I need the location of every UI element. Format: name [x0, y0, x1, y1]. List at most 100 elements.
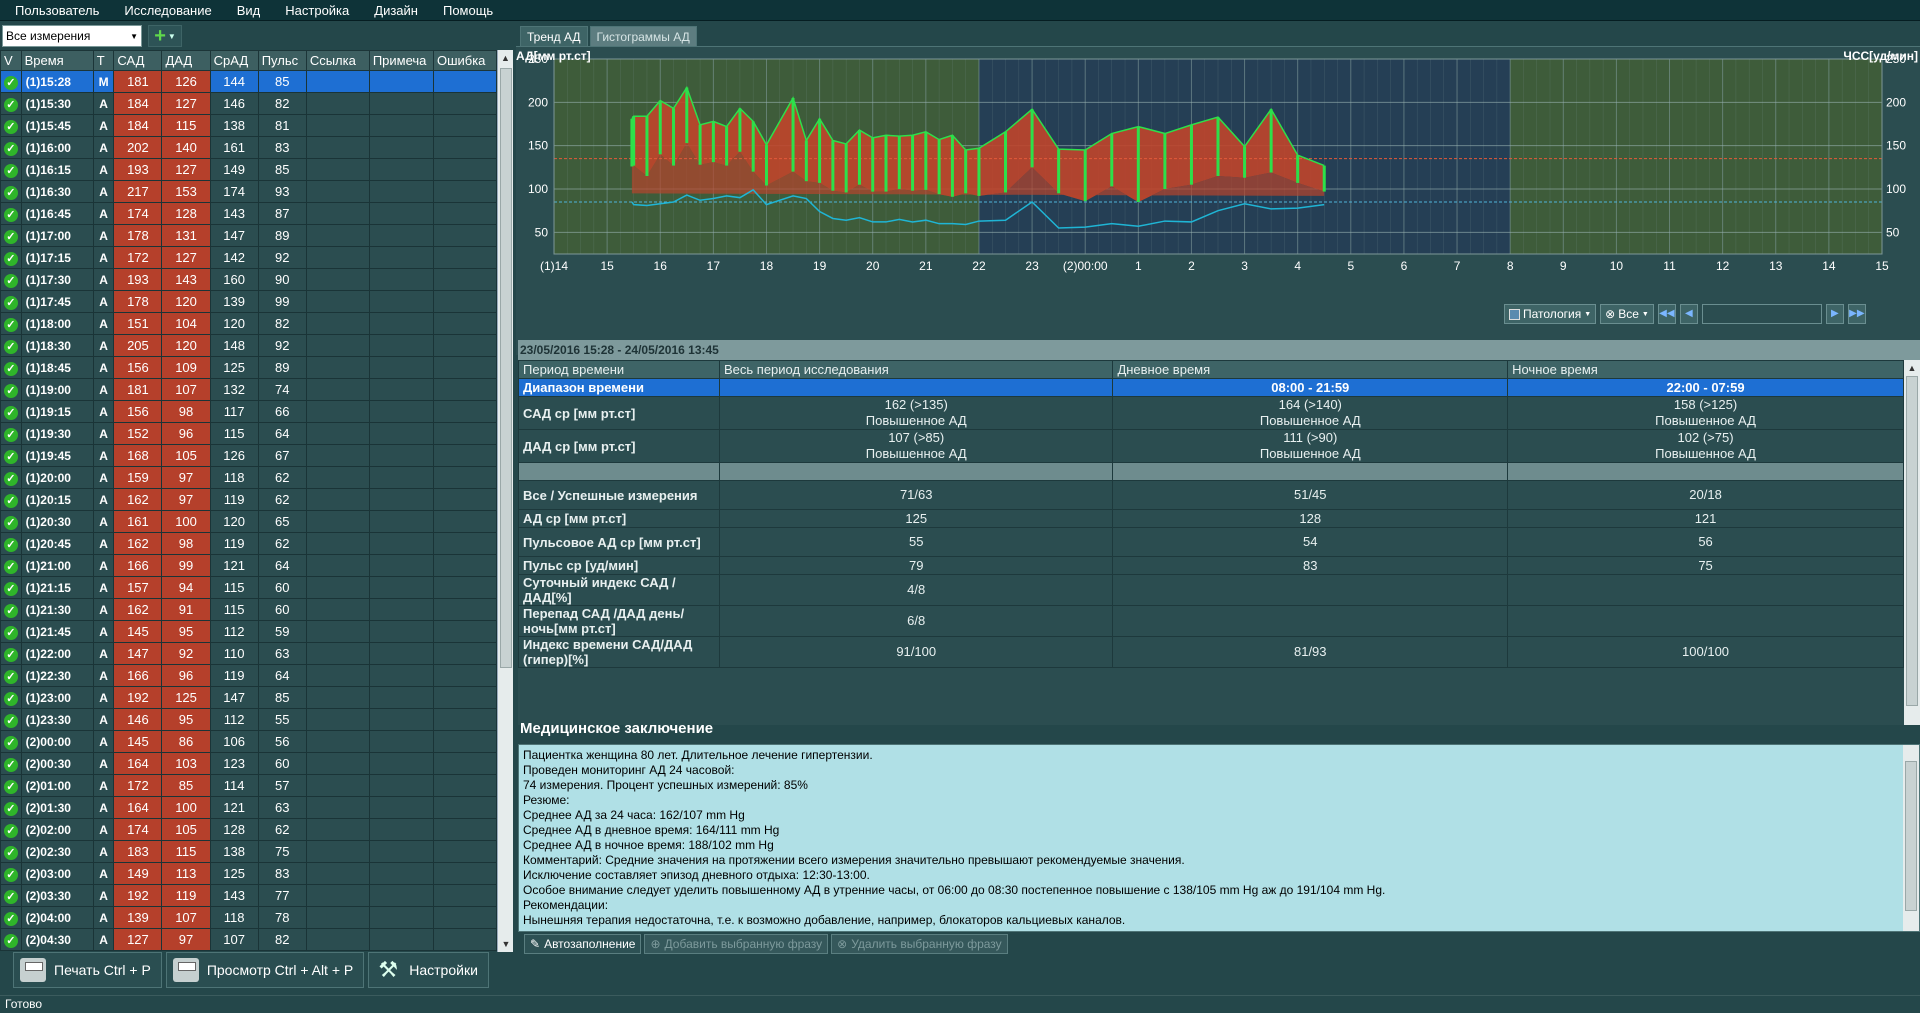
table-row[interactable]: ✓ (2)02:00 A 174 105 128 62 — [0, 818, 497, 841]
stat-row[interactable]: Пульс ср [уд/мин] 79 83 75 — [518, 556, 1904, 575]
stat-row[interactable]: Суточный индекс САД /ДАД[%] 4/8 — [518, 574, 1904, 606]
table-row[interactable]: ✓ (1)17:00 A 178 131 147 89 — [0, 224, 497, 247]
menu-item-1[interactable]: Исследование — [124, 2, 212, 18]
stat-row[interactable]: Перепад САД /ДАД день/ночь[мм рт.ст] 6/8 — [518, 605, 1904, 637]
table-row[interactable]: ✓ (1)17:45 A 178 120 139 99 — [0, 290, 497, 313]
remove-phrase-button[interactable]: ⊗ Удалить выбранную фразу — [831, 934, 1008, 954]
col-header[interactable]: САД — [113, 50, 163, 71]
table-row[interactable]: ✓ (1)17:30 A 193 143 160 90 — [0, 268, 497, 291]
table-row[interactable]: ✓ (1)18:45 A 156 109 125 89 — [0, 356, 497, 379]
col-header[interactable]: Примеча — [368, 50, 434, 71]
cell-note — [368, 356, 434, 379]
table-row[interactable]: ✓ (1)19:30 A 152 96 115 64 — [0, 422, 497, 445]
measurement-filter-select[interactable]: Все измерения ▼ — [2, 25, 142, 47]
conclusion-text-area[interactable]: Пациентка женщина 80 лет. Длительное леч… — [518, 744, 1920, 932]
table-row[interactable]: ✓ (1)16:00 A 202 140 161 83 — [0, 136, 497, 159]
scroll-up-icon[interactable]: ▲ — [1907, 363, 1917, 373]
scrollbar-thumb[interactable] — [1906, 376, 1918, 706]
statistics-scrollbar[interactable]: ▲ — [1904, 360, 1920, 725]
time-range-row[interactable]: Диапазон времени 08:00 - 21:59 22:00 - 0… — [518, 378, 1904, 397]
table-row[interactable]: ✓ (1)22:30 A 166 96 119 64 — [0, 664, 497, 687]
previous-page-icon[interactable]: ◀ — [1679, 304, 1698, 324]
cell: 98 — [161, 532, 211, 555]
tab-bp-histograms[interactable]: Гистограммы АД — [589, 26, 697, 46]
stat-row[interactable]: АД ср [мм рт.ст] 125 128 121 — [518, 509, 1904, 528]
add-measurement-button[interactable]: + ▼ — [148, 25, 182, 47]
table-row[interactable]: ✓ (1)19:00 A 181 107 132 74 — [0, 378, 497, 401]
table-row[interactable]: ✓ (1)19:15 A 156 98 117 66 — [0, 400, 497, 423]
table-row[interactable]: ✓ (2)04:30 A 127 97 107 82 — [0, 928, 497, 951]
conclusion-scrollbar[interactable] — [1903, 745, 1919, 931]
table-row[interactable]: ✓ (2)03:30 A 192 119 143 77 — [0, 884, 497, 907]
table-row[interactable]: ✓ (1)21:15 A 157 94 115 60 — [0, 576, 497, 599]
first-page-icon[interactable]: ◀◀ — [1657, 304, 1676, 324]
tab-bp-trend[interactable]: Тренд АД — [520, 26, 588, 46]
table-row[interactable]: ✓ (1)22:00 A 147 92 110 63 — [0, 642, 497, 665]
table-row[interactable]: ✓ (2)03:00 A 149 113 125 83 — [0, 862, 497, 885]
stat-row[interactable]: ДАД ср [мм рт.ст] 107 (>85) Повышенное АД 1… — [518, 429, 1904, 463]
table-row[interactable]: ✓ (1)20:30 A 161 100 120 65 — [0, 510, 497, 533]
table-row[interactable]: ✓ (1)18:30 A 205 120 148 92 — [0, 334, 497, 357]
cell-note — [368, 664, 434, 687]
menu-item-3[interactable]: Настройка — [285, 2, 350, 18]
table-row[interactable]: ✓ (1)20:15 A 162 97 119 62 — [0, 488, 497, 511]
col-header[interactable]: Пульс — [257, 50, 307, 71]
table-row[interactable]: ✓ (1)16:45 A 174 128 143 87 — [0, 202, 497, 225]
check-icon: ✓ — [3, 889, 18, 904]
menu-item-2[interactable]: Вид — [236, 2, 261, 18]
stat-row[interactable]: Пульсовое АД ср [мм рт.ст] 55 54 56 — [518, 527, 1904, 557]
table-row[interactable]: ✓ (1)15:28 M 181 126 144 85 — [0, 70, 497, 93]
cell-note — [368, 642, 434, 665]
table-row[interactable]: ✓ (2)02:30 A 183 115 138 75 — [0, 840, 497, 863]
table-row[interactable]: ✓ (2)01:30 A 164 100 121 63 — [0, 796, 497, 819]
table-row[interactable]: ✓ (1)16:30 A 217 153 174 93 — [0, 180, 497, 203]
all-dropdown[interactable]: ⊗ Все ▼ — [1600, 304, 1654, 324]
col-header[interactable]: Ошибка — [432, 50, 497, 71]
next-page-icon[interactable]: ▶ — [1825, 304, 1844, 324]
chart-scroll-field[interactable] — [1701, 304, 1822, 324]
table-row[interactable]: ✓ (1)20:00 A 159 97 118 62 — [0, 466, 497, 489]
menu-item-4[interactable]: Дизайн — [374, 2, 418, 18]
table-row[interactable]: ✓ (1)23:30 A 146 95 112 55 — [0, 708, 497, 731]
table-row[interactable]: ✓ (2)04:00 A 139 107 118 78 — [0, 906, 497, 929]
table-row[interactable]: ✓ (2)01:00 A 172 85 114 57 — [0, 774, 497, 797]
settings-button[interactable]: ⚒ Настройки — [368, 952, 489, 988]
stat-row[interactable]: Все / Успешные измерения 71/63 51/45 20/18 — [518, 480, 1904, 510]
col-header[interactable]: Ссылка — [305, 50, 370, 71]
col-header[interactable]: V — [0, 50, 22, 71]
table-row[interactable]: ✓ (1)15:30 A 184 127 146 82 — [0, 92, 497, 115]
cell-note — [368, 928, 434, 951]
last-page-icon[interactable]: ▶▶ — [1847, 304, 1866, 324]
preview-button[interactable]: Просмотр Ctrl + Alt + P — [165, 952, 365, 988]
stat-row[interactable]: Индекс времени САД/ДАД (гипер)[%] 91/100 8… — [518, 636, 1904, 668]
table-row[interactable]: ✓ (1)21:45 A 145 95 112 59 — [0, 620, 497, 643]
scrollbar-thumb[interactable] — [1905, 761, 1917, 911]
table-row[interactable]: ✓ (1)15:45 A 184 115 138 81 — [0, 114, 497, 137]
table-row[interactable]: ✓ (1)16:15 A 193 127 149 85 — [0, 158, 497, 181]
col-header[interactable]: СрАД — [209, 50, 259, 71]
table-row[interactable]: ✓ (1)19:45 A 168 105 126 67 — [0, 444, 497, 467]
pathology-dropdown[interactable]: Патология ▼ — [1504, 304, 1597, 324]
scroll-down-icon[interactable]: ▼ — [501, 939, 511, 949]
table-row[interactable]: ✓ (1)20:45 A 162 98 119 62 — [0, 532, 497, 555]
table-row[interactable]: ✓ (2)00:00 A 145 86 106 56 — [0, 730, 497, 753]
table-row[interactable]: ✓ (1)17:15 A 172 127 142 92 — [0, 246, 497, 269]
table-row[interactable]: ✓ (1)21:00 A 166 99 121 64 — [0, 554, 497, 577]
menu-item-5[interactable]: Помощь — [442, 2, 494, 18]
scrollbar-thumb[interactable] — [500, 68, 512, 668]
table-row[interactable]: ✓ (2)00:30 A 164 103 123 60 — [0, 752, 497, 775]
menu-item-0[interactable]: Пользователь — [15, 2, 100, 18]
scroll-up-icon[interactable]: ▲ — [501, 53, 510, 63]
col-header[interactable]: ДАД — [161, 50, 211, 71]
add-phrase-button[interactable]: ⊕ Добавить выбранную фразу — [644, 934, 829, 954]
table-row[interactable]: ✓ (1)18:00 A 151 104 120 82 — [0, 312, 497, 335]
print-button[interactable]: Печать Ctrl + P — [13, 952, 162, 988]
cell: 162 — [113, 488, 163, 511]
col-header[interactable]: Время — [20, 50, 94, 71]
stat-row[interactable]: САД ср [мм рт.ст] 162 (>135) Повышенное АД… — [518, 396, 1904, 430]
col-header[interactable]: Т — [92, 50, 115, 71]
autofill-button[interactable]: ✎ Автозаполнение — [524, 934, 642, 954]
table-row[interactable]: ✓ (1)21:30 A 162 91 115 60 — [0, 598, 497, 621]
measurements-scrollbar[interactable]: ▲ ▼ — [497, 50, 513, 952]
table-row[interactable]: ✓ (1)23:00 A 192 125 147 85 — [0, 686, 497, 709]
